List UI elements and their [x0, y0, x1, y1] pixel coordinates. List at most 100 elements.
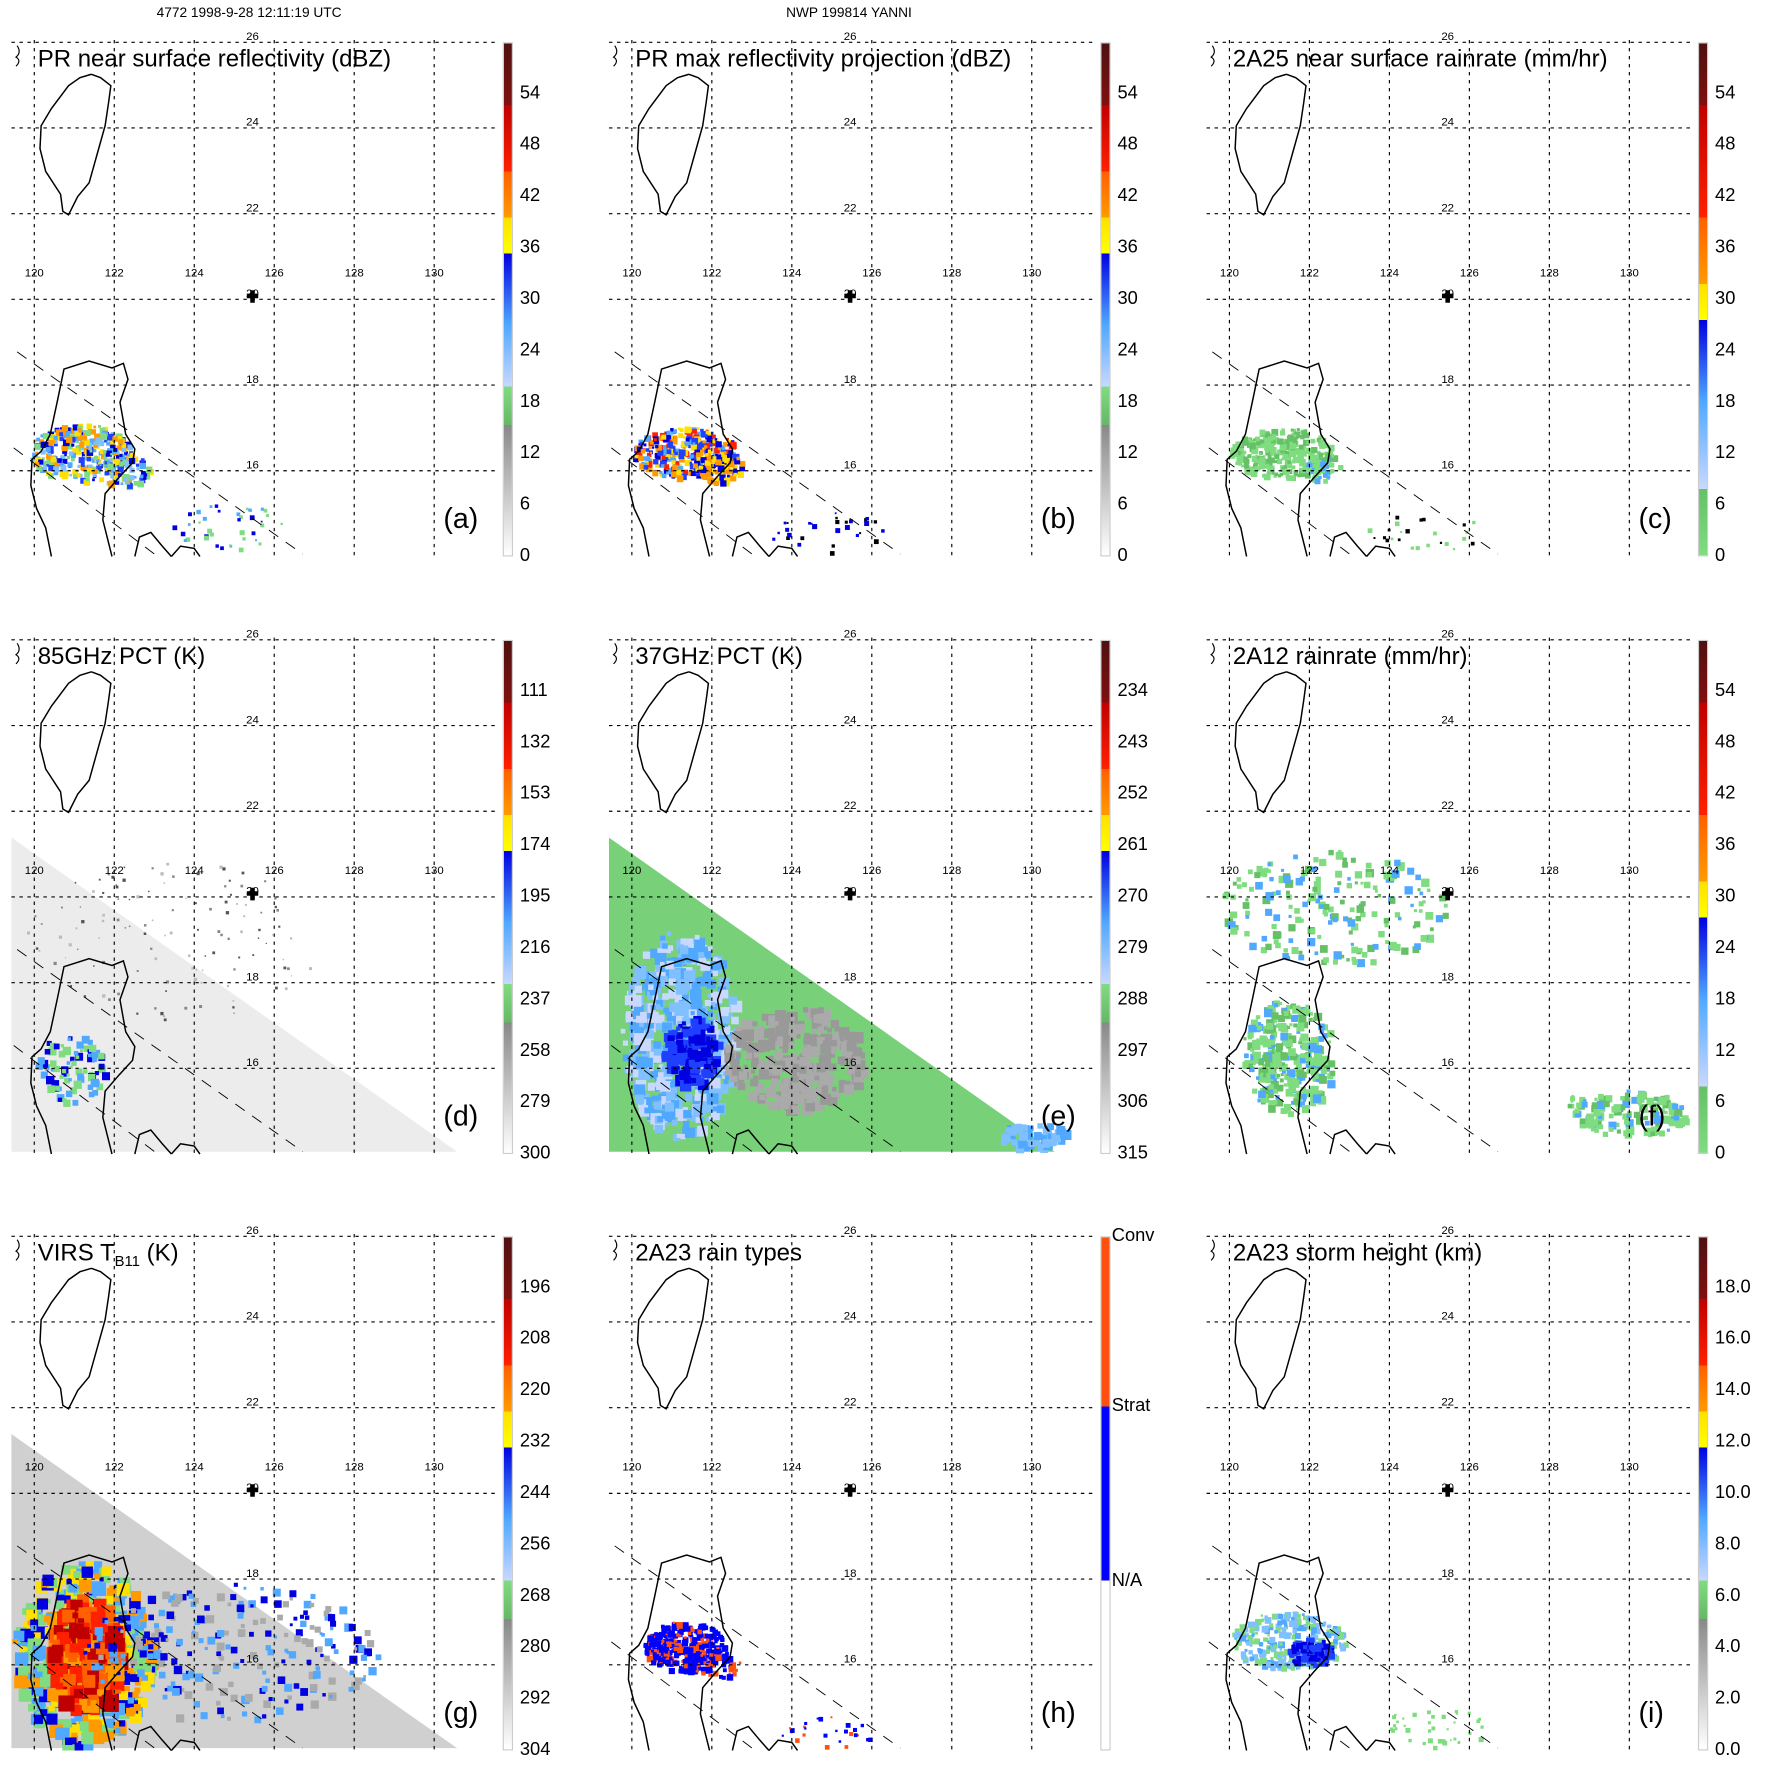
data-pixel — [76, 927, 78, 929]
data-pixel — [1419, 909, 1423, 913]
data-pixel — [792, 1105, 801, 1114]
lon-label: 126 — [862, 1462, 881, 1474]
data-pixel — [67, 456, 70, 459]
panel-title: 2A25 near surface rainrate (mm/hr) — [1233, 46, 1608, 73]
data-pixel — [176, 1639, 182, 1645]
data-pixel — [845, 1745, 849, 1749]
data-pixel — [262, 1686, 268, 1692]
colorbar — [503, 1236, 513, 1750]
data-pixel — [692, 429, 697, 434]
data-pixel — [752, 1057, 759, 1064]
data-pixel — [219, 865, 222, 868]
data-pixel — [1270, 449, 1273, 452]
data-pixel — [644, 1107, 650, 1113]
data-pixel — [1306, 462, 1311, 467]
data-pixel — [62, 473, 69, 480]
data-pixel — [1421, 878, 1429, 886]
data-pixel — [758, 1039, 770, 1051]
data-pixel — [1236, 1628, 1238, 1630]
data-pixel — [1297, 474, 1300, 477]
data-pixel — [129, 898, 130, 899]
data-pixel — [218, 510, 221, 513]
data-pixel — [659, 1646, 665, 1652]
lat-label: 26 — [844, 31, 857, 43]
data-pixel — [116, 455, 119, 458]
data-pixel — [98, 425, 101, 428]
data-pixel — [1268, 869, 1272, 873]
colorbar-tick-label: 0 — [1117, 546, 1127, 567]
data-pixel — [74, 1080, 82, 1088]
data-pixel — [92, 1057, 97, 1062]
data-pixel — [1273, 1018, 1277, 1022]
data-pixel — [199, 1004, 202, 1007]
lat-label: 24 — [844, 117, 857, 129]
data-pixel — [692, 1629, 695, 1632]
data-pixel — [731, 1016, 739, 1024]
data-pixel — [1262, 1652, 1266, 1656]
data-pixel — [668, 1633, 672, 1637]
data-pixel — [40, 1677, 50, 1687]
data-pixel — [1281, 428, 1284, 431]
data-pixel — [655, 1124, 663, 1132]
lon-label: 124 — [782, 865, 802, 877]
data-pixel — [676, 1052, 684, 1060]
data-pixel — [1571, 1094, 1573, 1096]
data-pixel — [1284, 465, 1286, 467]
data-pixel — [668, 442, 673, 447]
data-pixel — [712, 1630, 718, 1636]
data-pixel — [660, 935, 665, 940]
colorbar — [503, 42, 513, 556]
data-pixel — [724, 451, 727, 454]
data-pixel — [738, 1082, 745, 1089]
data-pixel — [653, 1041, 661, 1049]
data-pixel — [98, 936, 99, 937]
data-pixel — [1319, 1090, 1322, 1093]
data-pixel — [92, 1582, 106, 1596]
data-pixel — [1306, 1069, 1311, 1074]
lat-label: 22 — [246, 202, 259, 214]
data-pixel — [667, 931, 672, 936]
panel-title: 37GHz PCT (K) — [635, 643, 803, 670]
data-pixel — [680, 1133, 685, 1138]
data-pixel — [229, 544, 231, 546]
data-pixel — [1433, 532, 1437, 536]
data-pixel — [137, 481, 144, 488]
data-pixel — [361, 1655, 367, 1661]
data-pixel — [775, 1010, 786, 1021]
data-pixel — [1269, 876, 1273, 880]
data-pixel — [1259, 1642, 1263, 1646]
data-pixel — [1373, 885, 1377, 889]
data-pixel — [1265, 908, 1272, 915]
data-pixel — [246, 508, 248, 510]
data-pixel — [349, 1687, 354, 1692]
data-pixel — [1235, 462, 1238, 465]
data-pixel — [1252, 1088, 1257, 1093]
data-pixel — [97, 1635, 103, 1641]
data-pixel — [310, 1625, 315, 1630]
data-pixel — [287, 967, 290, 970]
data-pixel — [321, 1633, 325, 1637]
data-pixel — [73, 1571, 80, 1578]
data-pixel — [73, 474, 76, 477]
data-pixel — [1292, 1005, 1300, 1013]
data-pixel — [699, 466, 703, 470]
data-pixel — [303, 1610, 308, 1615]
data-pixel — [1313, 1094, 1321, 1102]
lon-label: 130 — [1022, 865, 1041, 877]
data-pixel — [1414, 909, 1417, 912]
colorbar-tick-label: 216 — [520, 938, 551, 959]
data-pixel — [265, 1630, 271, 1636]
data-pixel — [100, 434, 107, 441]
data-pixel — [692, 1637, 697, 1642]
data-pixel — [206, 1615, 214, 1623]
panel-label: (b) — [1041, 503, 1076, 536]
data-pixel — [1307, 1089, 1314, 1096]
data-pixel — [221, 1714, 225, 1718]
data-pixel — [124, 866, 126, 868]
data-pixel — [1286, 890, 1290, 894]
data-pixel — [785, 528, 789, 532]
data-pixel — [281, 523, 283, 525]
data-pixel — [1271, 1012, 1278, 1019]
data-pixel — [1315, 478, 1321, 484]
